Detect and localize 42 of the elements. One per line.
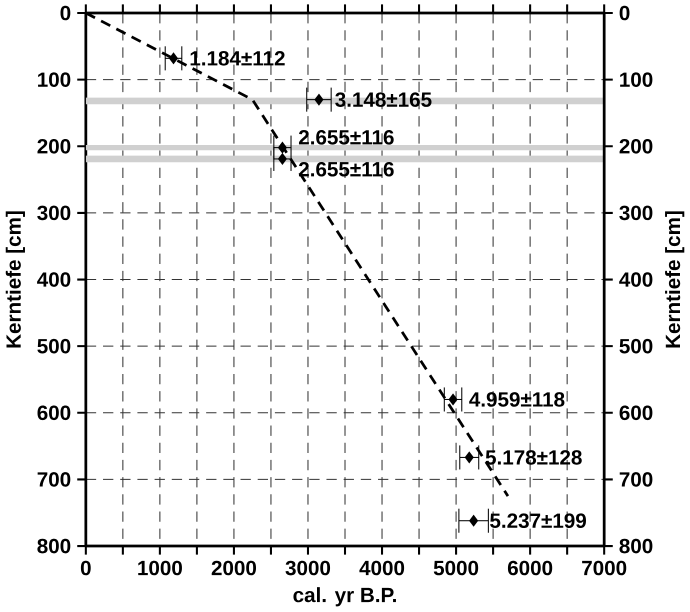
y2-tick-label: 700 [620,472,652,487]
annotation: 5.237±199 [490,513,586,528]
x-tick-label: 1000 [138,560,182,576]
y2-tick-label: 600 [620,405,652,420]
y-tick-label: 500 [37,338,70,354]
point [464,452,474,464]
x-tick-label: 6000 [508,560,552,576]
y-tick-label: 0 [60,6,70,20]
annotation: 5.178±128 [486,450,582,465]
y-tick-label: 800 [37,538,70,554]
y-tick-label: 200 [37,138,70,154]
y2-tick-label: 800 [619,538,652,554]
annotation: 2.655±116 [298,162,394,177]
y2-tick-label: 300 [619,206,652,220]
y-tick-label: 100 [38,72,70,87]
point [278,153,287,165]
y2-tick-label: 200 [620,138,652,154]
y-tick-label: 400 [37,272,70,287]
y-tick-label: 300 [37,206,70,220]
y-axis-title: Kerntiefe [cm] [6,211,25,348]
y-tick-label: 700 [38,472,70,487]
x-tick-label: 0 [80,560,91,576]
point [278,142,287,154]
x-tick-label: 4000 [359,560,404,576]
x-tick-label: 7000 [582,560,626,576]
x-axis-title: cal. yr B.P. [293,587,396,606]
y2-tick-label: 100 [620,72,652,87]
point [169,52,178,64]
point [469,514,478,527]
y-tick-label: 600 [38,405,70,420]
annotation: 4.959±118 [469,392,564,407]
point [314,94,324,106]
annotation: 1.184±112 [190,51,285,66]
y2-axis-title: Kerntiefe [cm] [665,211,684,348]
x-tick-label: 5000 [434,560,478,576]
x-tick-label: 3000 [286,560,330,576]
point [448,394,458,406]
y2-tick-label: 0 [620,6,630,20]
x-tick-label: 2000 [212,560,256,576]
y2-tick-label: 400 [619,272,652,287]
annotation: 3.148±165 [335,92,432,107]
y2-tick-label: 500 [619,338,652,354]
